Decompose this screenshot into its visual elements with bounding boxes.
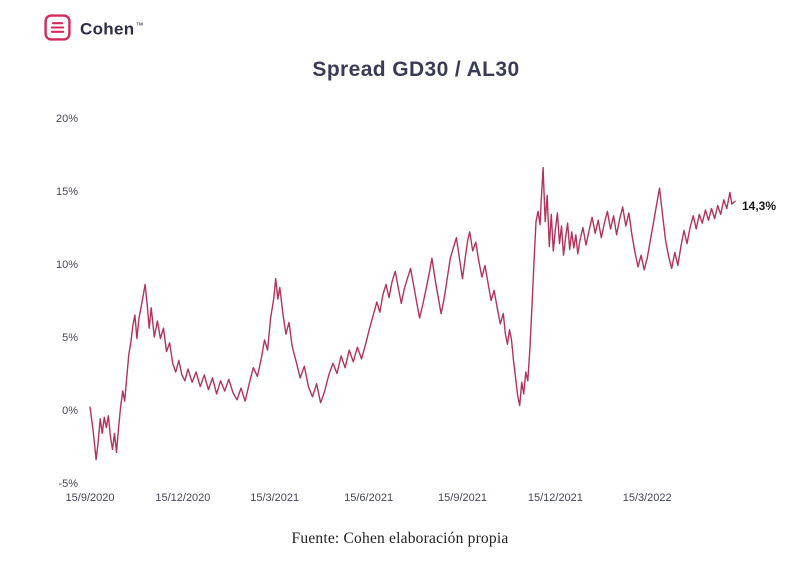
x-axis-tick-label: 15/9/2020: [66, 492, 115, 504]
spread-series-line: [89, 166, 736, 461]
chart-title: Spread GD30 / AL30: [312, 58, 520, 81]
x-axis-tick-label: 15/6/2021: [344, 492, 393, 504]
y-axis-tick-label: 5%: [62, 332, 78, 344]
source-caption: Fuente: Cohen elaboración propia: [291, 530, 509, 547]
x-axis-tick-label: 15/3/2021: [250, 492, 299, 504]
last-value-label: 14,3%: [742, 199, 776, 213]
x-axis-tick-label: 15/12/2020: [155, 492, 210, 504]
y-axis-tick-label: 0%: [62, 405, 78, 417]
x-axis-tick-label: 15/3/2022: [623, 492, 672, 504]
cohen-logo-icon: [44, 14, 71, 41]
y-axis-tick-label: 15%: [56, 186, 78, 198]
brand-trademark: ™: [135, 21, 144, 30]
y-axis-tick-label: 20%: [56, 113, 78, 125]
brand-logo: Cohen™: [44, 12, 144, 43]
x-axis-tick-label: 15/9/2021: [438, 492, 487, 504]
brand-name: Cohen™: [80, 19, 144, 39]
y-axis-tick-label: -5%: [58, 478, 78, 490]
x-axis-tick-label: 15/12/2021: [528, 492, 583, 504]
y-axis-tick-label: 10%: [56, 259, 78, 271]
